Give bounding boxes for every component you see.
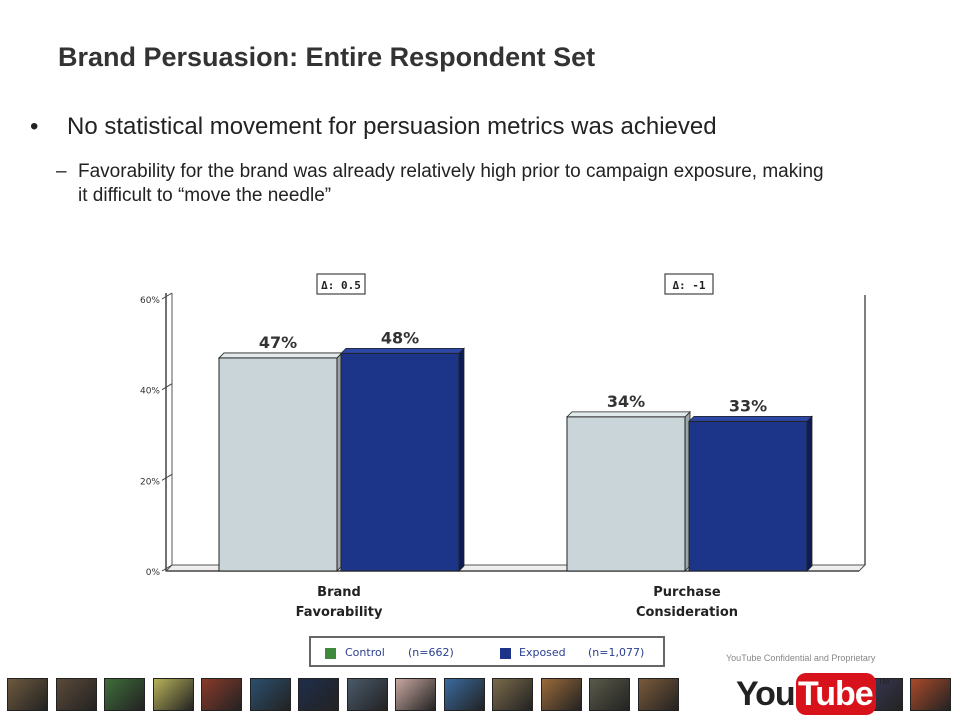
bar-face — [566, 416, 686, 572]
bar-side — [806, 415, 813, 572]
chart-legend: Control (n=662) Exposed (n=1,077) — [309, 636, 665, 667]
thumbnail-image — [637, 678, 679, 711]
bar-top — [340, 348, 465, 354]
y-tick-label: 60% — [140, 296, 160, 306]
thumbnail-image — [443, 678, 485, 711]
bar-face — [218, 357, 338, 572]
thumbnail-image — [492, 678, 533, 711]
bar-side — [458, 347, 465, 572]
x-category-label: Purchase Consideration — [636, 585, 738, 620]
delta-box — [664, 273, 714, 295]
slide-title: Brand Persuasion: Entire Respondent Set — [58, 42, 596, 72]
y-tick-mark — [161, 564, 173, 572]
thumbnail-image — [540, 678, 582, 711]
thumbnail-image — [346, 678, 388, 711]
y-tick-label: 0% — [146, 568, 161, 578]
bar-control-1 — [566, 410, 691, 572]
logo-tm-text: TM — [878, 677, 890, 686]
delta-box — [316, 273, 366, 295]
bar-exposed-0 — [340, 347, 465, 572]
x-category-label: Brand Favorability — [296, 585, 383, 620]
bar-exposed-1 — [688, 415, 813, 572]
bar-face — [688, 420, 808, 572]
logo-tube-box — [796, 673, 876, 715]
bar-face — [340, 352, 460, 572]
thumbnail-image — [201, 678, 242, 711]
logo-tube-text: Tube — [798, 675, 874, 713]
sub-bullet-marker: – — [56, 161, 67, 182]
thumbnail-image — [298, 678, 339, 711]
delta-label: Δ: -1 — [672, 279, 705, 292]
bar-top — [566, 411, 691, 418]
delta-label: Δ: 0.5 — [321, 279, 361, 292]
y-tick-mark — [161, 383, 173, 391]
thumbnail-image — [249, 678, 291, 711]
bullet-text: No statistical movement for persuasion m… — [67, 113, 717, 140]
thumbnail-image — [7, 678, 48, 711]
y-tick-mark — [161, 473, 173, 481]
data-label: 33% — [729, 396, 767, 415]
thumbnail-image — [152, 678, 194, 711]
bar-top — [218, 352, 343, 359]
thumbnail-image — [589, 678, 630, 711]
sub-bullet-text: Favorability for the brand was already r… — [78, 161, 824, 206]
legend-swatch-exposed — [500, 648, 511, 659]
legend-n-exposed: (n=1,077) — [588, 646, 645, 659]
legend-swatch-control — [325, 648, 336, 659]
bar-chart: 0% 20% 40% 60% 47% 48% Brand Favorability Δ: 0.5… — [140, 273, 867, 620]
y-tick-label: 20% — [140, 477, 160, 487]
thumbnail-image — [104, 678, 145, 711]
legend-label-exposed: Exposed — [519, 646, 566, 659]
y-tick-label: 40% — [140, 387, 160, 397]
thumbnail-image — [395, 678, 436, 711]
logo-you-text: You — [736, 675, 796, 713]
bar-top — [688, 415, 813, 422]
confidential-notice: YouTube Confidential and Proprietary — [726, 653, 876, 663]
legend-label-control: Control — [345, 646, 385, 659]
data-label: 47% — [259, 333, 297, 352]
thumbnail-image — [55, 678, 97, 711]
bar-control-0 — [218, 351, 343, 572]
data-label: 48% — [381, 328, 419, 347]
bullet-marker: • — [30, 113, 39, 140]
legend-n-control: (n=662) — [408, 646, 454, 659]
thumbnail-image — [910, 678, 951, 711]
y-tick-mark — [161, 292, 173, 300]
data-label: 34% — [607, 392, 645, 411]
